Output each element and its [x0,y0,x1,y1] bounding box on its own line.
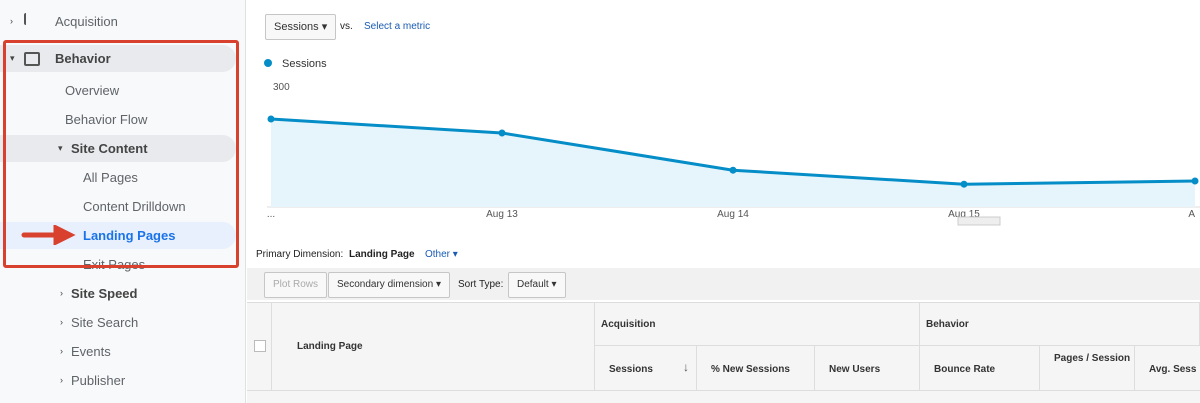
nav-item[interactable]: Exit Pages [0,251,236,278]
nav-label: Overview [65,83,120,98]
expand-arrow: › [60,317,63,327]
column-header: % New Sessions [711,364,790,375]
column-cell [815,346,920,391]
sidebar: Acquisition › Behavior ▾ Overview Behavior Fl… [0,0,246,403]
nav-item[interactable]: Site Content ▾ [0,135,236,162]
dimension-label: Primary Dimension: [256,249,344,260]
nav-item[interactable]: All Pages [0,164,236,191]
secondary-dimension-button[interactable]: Secondary dimension ▾ [328,272,450,298]
nav-label: Behavior [55,51,111,66]
x-tick-label: Aug 13 [486,209,518,220]
sort-arrow: ↓ [683,360,689,374]
expand-arrow: › [60,375,63,385]
column-cell [1135,346,1200,391]
nav-label: Behavior Flow [65,112,148,127]
sort-value: Default [517,279,549,290]
point [267,115,275,123]
nav-label: Site Search [71,315,139,330]
column-header: Avg. Sess [1149,364,1197,375]
metric-label: Sessions [274,21,319,33]
column-header: Landing Page [297,341,363,352]
nav-label: Site Speed [71,286,138,301]
checkbox [254,340,266,352]
x-tick-label: Aug 15 [948,209,980,220]
nav-label: Acquisition [55,14,118,29]
column-header: Bounce Rate [934,364,996,375]
vs-label: vs. [340,21,353,32]
nav-item[interactable]: Behavior Flow [0,106,236,133]
expand-arrow: ▾ [10,53,15,63]
sort-label: Sort Type: [458,279,504,290]
nav-label: Content Drilldown [83,199,186,214]
nav-label: All Pages [83,170,138,185]
nav-label: Landing Pages [83,228,176,243]
column-header: New Users [829,364,881,375]
nav-item[interactable]: Publisher › [0,367,236,394]
select-metric[interactable]: Select a metric [364,21,431,32]
pointer-arrow [21,225,76,245]
point [729,166,737,174]
nav-item[interactable]: Content Drilldown [0,193,236,220]
x-tick-label: A [1188,209,1195,220]
highlight-box [3,40,239,268]
expand-arrow: › [10,16,13,26]
expand-arrow: › [60,288,63,298]
point [1191,177,1199,185]
nav-label: Exit Pages [83,257,146,272]
nav-item[interactable]: Events › [0,338,236,365]
nav-item[interactable]: Acquisition › [0,8,236,35]
dimension-active[interactable]: Landing Page [349,249,415,260]
column-cell [920,346,1040,391]
plot-rows-button[interactable]: Plot Rows [264,272,328,298]
nav-item[interactable]: Landing Pages [0,222,236,249]
acquisition-icon [24,13,38,25]
legend-label: Sessions [282,58,327,70]
group-cell [595,303,920,346]
nav-label: Publisher [71,373,126,388]
column-header: Pages / Session [1054,353,1131,364]
point [960,180,968,188]
nav-item[interactable]: Overview [0,77,236,104]
nav-item[interactable]: Site Speed › [0,280,236,307]
group-header: Acquisition [601,319,656,330]
sort-dropdown[interactable]: Default ▾ [508,272,566,298]
x-tick-label: Aug 14 [717,209,749,220]
legend-dot [264,59,272,67]
other-label: Other [425,249,451,260]
landing-cell [272,303,595,391]
expand-arrow: ▾ [58,143,63,153]
dimension-other[interactable]: Other ▾ [425,249,458,260]
table-header: Landing Page Acquisition Behavior Sessions%… [247,302,1200,403]
nav-item[interactable]: Site Search › [0,309,236,336]
column-cell [697,346,815,391]
point [498,129,506,137]
secondary-label: Secondary dimension [337,279,434,290]
checkbox-cell [247,303,272,391]
nav-label: Events [71,344,111,359]
group-header: Behavior [926,319,969,330]
area [271,119,1195,207]
x-tick-label: ... [267,209,275,220]
nav-label: Site Content [71,141,148,156]
metric-dropdown[interactable]: Sessions ▾ [265,14,337,40]
scroll-handle [957,216,1001,226]
y-tick-label: 300 [273,82,290,93]
column-header: Sessions [609,364,653,375]
column-cell [595,346,697,391]
column-cell [1040,346,1135,391]
behavior-icon [24,52,40,66]
expand-arrow: › [60,346,63,356]
